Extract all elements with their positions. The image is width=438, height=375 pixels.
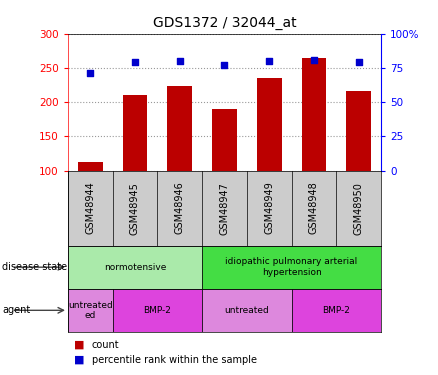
Text: disease state: disease state [2,262,67,272]
Text: GSM48945: GSM48945 [130,182,140,235]
Bar [68,289,113,332]
Point [131,60,138,66]
Point [221,62,228,68]
Point [311,57,318,63]
Text: GSM48946: GSM48946 [175,182,185,234]
Text: GSM48950: GSM48950 [354,182,364,235]
Text: idiopathic pulmonary arterial
hypertension: idiopathic pulmonary arterial hypertensi… [226,258,358,277]
Point [87,70,94,76]
Bar [78,162,102,171]
Bar [292,289,381,332]
Bar [123,95,147,171]
Text: percentile rank within the sample: percentile rank within the sample [92,355,257,365]
Text: untreated: untreated [224,306,269,315]
Text: ■: ■ [74,340,85,350]
Point [266,58,273,64]
Text: GSM48948: GSM48948 [309,182,319,234]
Bar [346,91,371,171]
Point [176,58,183,64]
Text: GSM48949: GSM48949 [264,182,274,234]
Title: GDS1372 / 32044_at: GDS1372 / 32044_at [153,16,296,30]
Bar [212,109,237,171]
Point [355,60,362,66]
Text: BMP-2: BMP-2 [143,306,171,315]
Text: ■: ■ [74,355,85,365]
Bar [202,289,292,332]
Bar [257,78,282,171]
Text: GSM48947: GSM48947 [219,182,230,235]
Text: GSM48944: GSM48944 [85,182,95,234]
Bar [113,289,202,332]
Bar [68,246,202,289]
Bar [167,87,192,171]
Text: agent: agent [2,305,30,315]
Bar [302,58,326,171]
Text: BMP-2: BMP-2 [322,306,350,315]
Text: untreated
ed: untreated ed [68,301,113,320]
Text: count: count [92,340,120,350]
Text: normotensive: normotensive [104,262,166,272]
Bar [202,246,381,289]
